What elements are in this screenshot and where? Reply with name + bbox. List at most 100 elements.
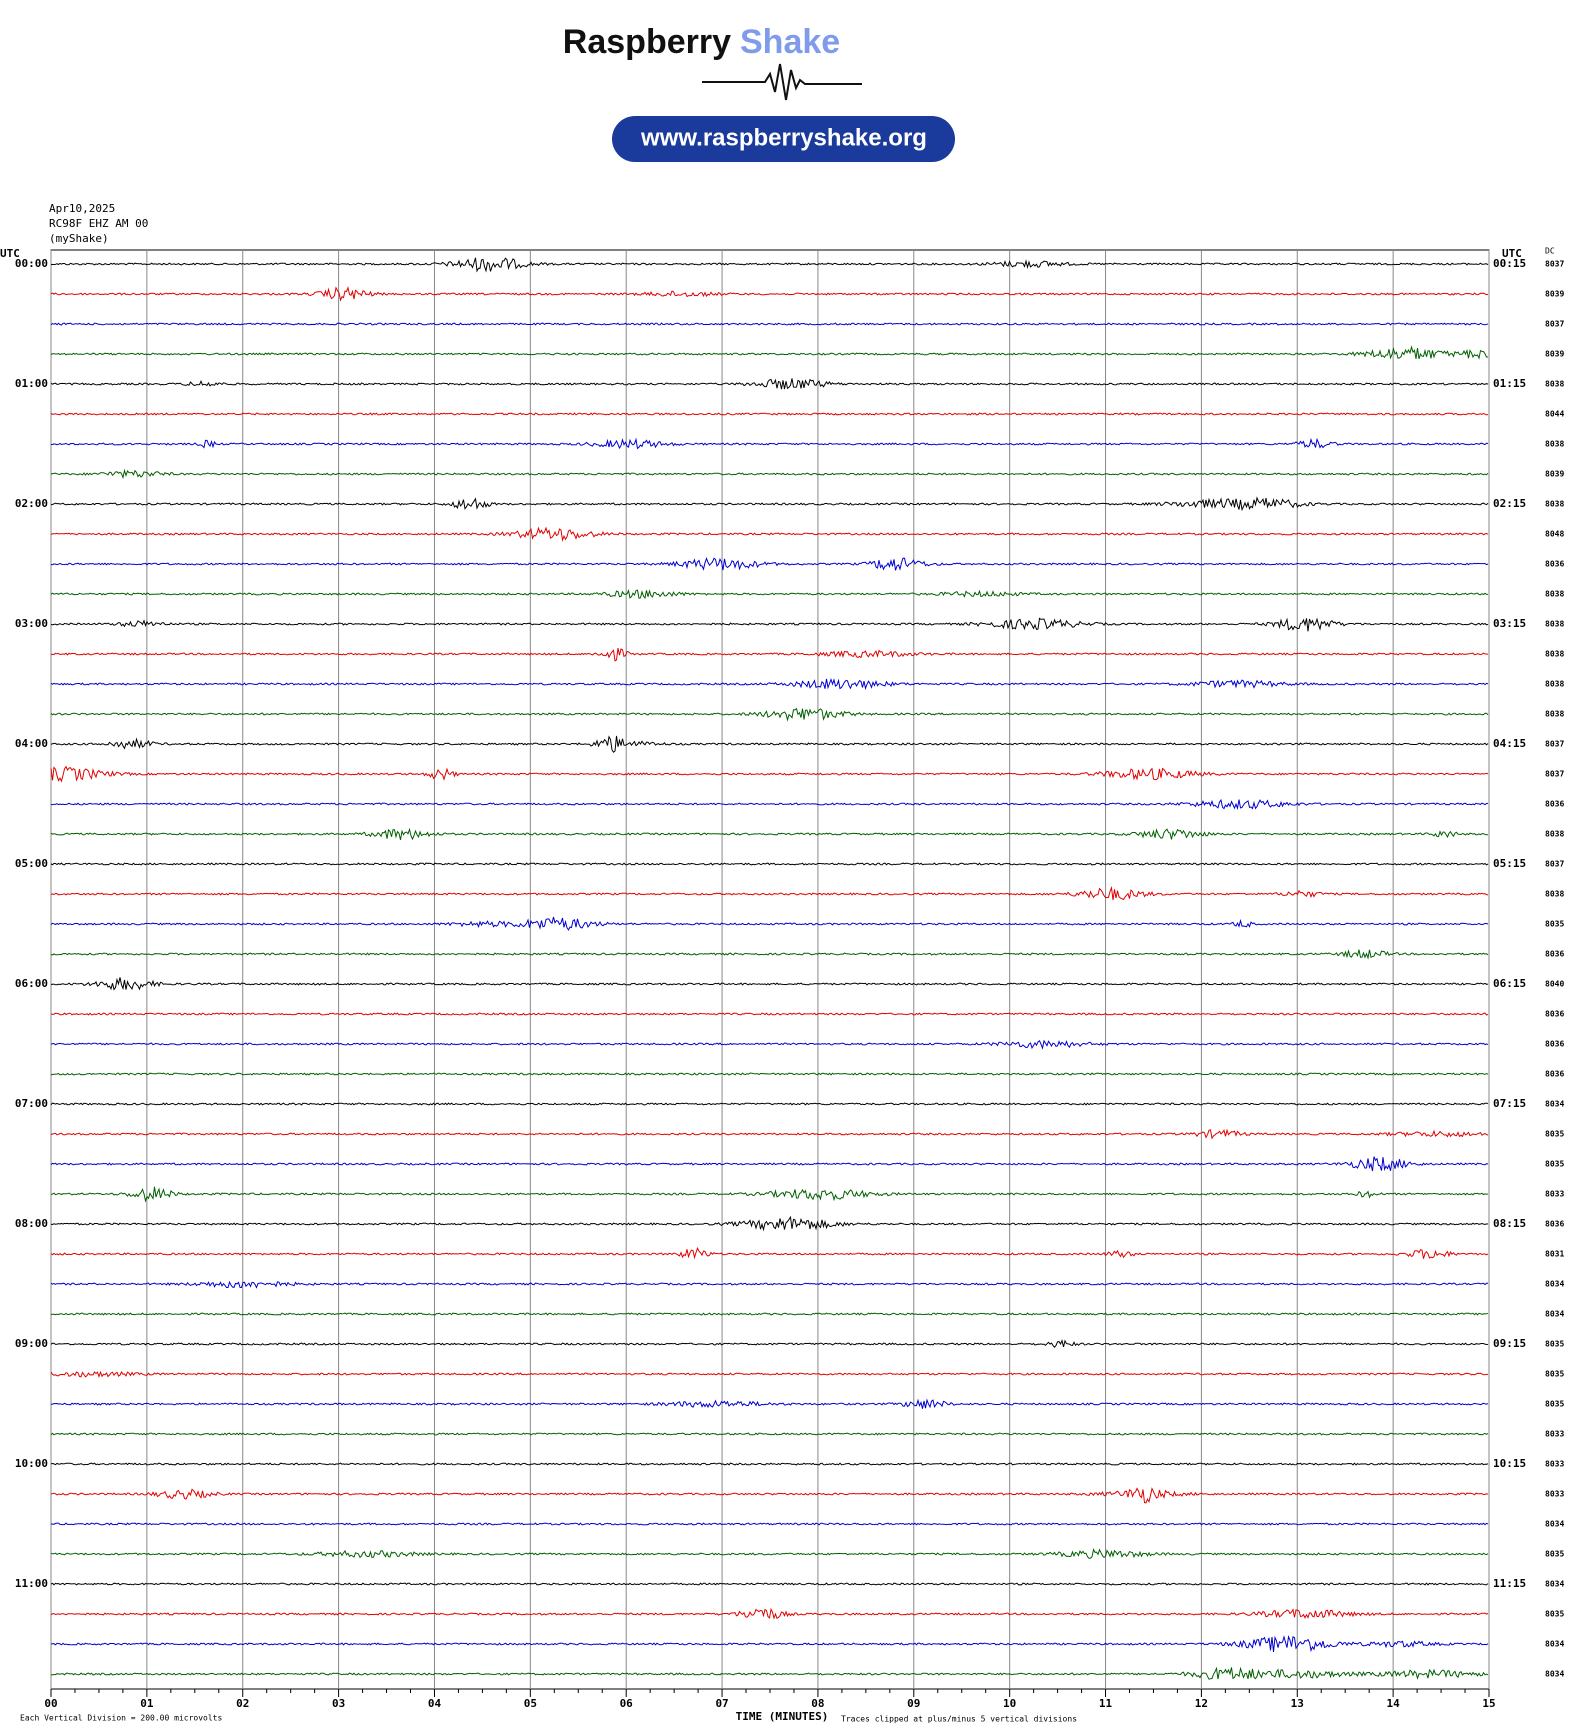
dc-value: 8033	[1545, 1490, 1564, 1499]
trace	[50, 1522, 1489, 1526]
trace	[50, 1072, 1489, 1076]
trace	[50, 1012, 1489, 1016]
dc-value: 8033	[1545, 1190, 1564, 1199]
trace	[50, 765, 1489, 783]
dc-value: 8037	[1545, 320, 1564, 329]
left-time-label: 10:00	[15, 1457, 48, 1470]
trace	[51, 437, 1489, 450]
left-time-label: 06:00	[15, 977, 48, 990]
dc-value: 8034	[1545, 1580, 1564, 1589]
trace	[50, 1128, 1489, 1140]
dc-value: 8038	[1545, 710, 1564, 719]
right-time-label: 10:15	[1493, 1457, 1526, 1470]
trace	[50, 526, 1489, 542]
dc-value: 8040	[1545, 980, 1564, 989]
trace	[50, 798, 1489, 811]
trace	[50, 617, 1489, 632]
trace	[50, 1039, 1489, 1050]
trace	[50, 1102, 1489, 1106]
left-time-label: 05:00	[15, 857, 48, 870]
trace	[50, 647, 1489, 662]
dc-value: 8037	[1545, 740, 1564, 749]
dc-value: 8034	[1545, 1520, 1564, 1529]
x-tick-label: 02	[236, 1697, 249, 1710]
trace	[50, 827, 1489, 841]
right-time-label: 03:15	[1493, 617, 1526, 630]
x-tick-label: 10	[1003, 1697, 1016, 1710]
trace	[50, 885, 1489, 901]
dc-value: 8039	[1545, 470, 1564, 479]
dc-value: 8035	[1545, 1370, 1564, 1379]
x-tick-label: 01	[140, 1697, 154, 1710]
trace	[50, 949, 1489, 960]
trace	[50, 1635, 1489, 1653]
trace	[50, 916, 1489, 931]
station-info: Apr10,2025	[49, 202, 115, 215]
station-info: (myShake)	[49, 232, 109, 245]
trace	[51, 1487, 1489, 1504]
right-time-label: 02:15	[1493, 497, 1526, 510]
right-time-label: 06:15	[1493, 977, 1526, 990]
dc-value: 8038	[1545, 680, 1564, 689]
dc-value: 8037	[1545, 860, 1564, 869]
dc-value: 8038	[1545, 890, 1564, 899]
trace	[50, 1666, 1489, 1680]
left-title: UTC	[0, 247, 20, 260]
x-tick-label: 14	[1387, 1697, 1401, 1710]
dc-value: 8038	[1545, 650, 1564, 659]
dc-value: 8035	[1545, 1550, 1564, 1559]
dc-value: 8038	[1545, 590, 1564, 599]
x-tick-label: 05	[524, 1697, 537, 1710]
dc-value: 8035	[1545, 920, 1564, 929]
trace	[50, 322, 1489, 326]
trace	[50, 735, 1489, 753]
x-tick-label: 00	[44, 1697, 57, 1710]
trace	[50, 496, 1489, 512]
trace	[50, 1432, 1489, 1436]
x-axis-label: TIME (MINUTES)	[736, 1710, 829, 1723]
dc-value: 8031	[1545, 1250, 1564, 1259]
x-tick-label: 04	[428, 1697, 442, 1710]
trace	[50, 677, 1489, 691]
dc-value: 8039	[1545, 350, 1564, 359]
trace	[50, 977, 1489, 991]
trace	[50, 862, 1489, 866]
trace	[50, 378, 1489, 390]
dc-value: 8036	[1545, 800, 1564, 809]
dc-value: 8034	[1545, 1310, 1564, 1319]
dc-value: 8036	[1545, 950, 1564, 959]
x-tick-label: 15	[1482, 1697, 1495, 1710]
dc-value: 8038	[1545, 500, 1564, 509]
dc-value: 8035	[1545, 1160, 1564, 1169]
right-time-label: 01:15	[1493, 377, 1526, 390]
trace	[50, 1548, 1489, 1559]
dc-value: 8036	[1545, 1070, 1564, 1079]
left-time-label: 02:00	[15, 497, 48, 510]
right-time-label: 07:15	[1493, 1097, 1526, 1110]
dc-value: 8034	[1545, 1280, 1564, 1289]
trace	[50, 1370, 1489, 1379]
dc-value: 8035	[1545, 1400, 1564, 1409]
x-tick-label: 11	[1099, 1697, 1113, 1710]
dc-value: 8033	[1545, 1460, 1564, 1469]
trace	[50, 1215, 1489, 1232]
right-time-label: 08:15	[1493, 1217, 1526, 1230]
dc-value: 8036	[1545, 1220, 1564, 1229]
right-time-label: 04:15	[1493, 737, 1526, 750]
trace	[50, 1582, 1489, 1586]
dc-value: 8038	[1545, 830, 1564, 839]
dc-title: DC	[1545, 247, 1555, 256]
x-tick-label: 08	[811, 1697, 824, 1710]
x-tick-label: 07	[715, 1697, 728, 1710]
dc-value: 8035	[1545, 1130, 1564, 1139]
trace	[50, 1246, 1489, 1260]
dc-value: 8048	[1545, 530, 1564, 539]
x-tick-label: 12	[1195, 1697, 1208, 1710]
dc-value: 8038	[1545, 440, 1564, 449]
dc-value: 8038	[1545, 380, 1564, 389]
trace	[50, 412, 1489, 416]
right-time-label: 11:15	[1493, 1577, 1526, 1590]
right-title: UTC	[1502, 247, 1522, 260]
trace	[50, 1462, 1489, 1466]
